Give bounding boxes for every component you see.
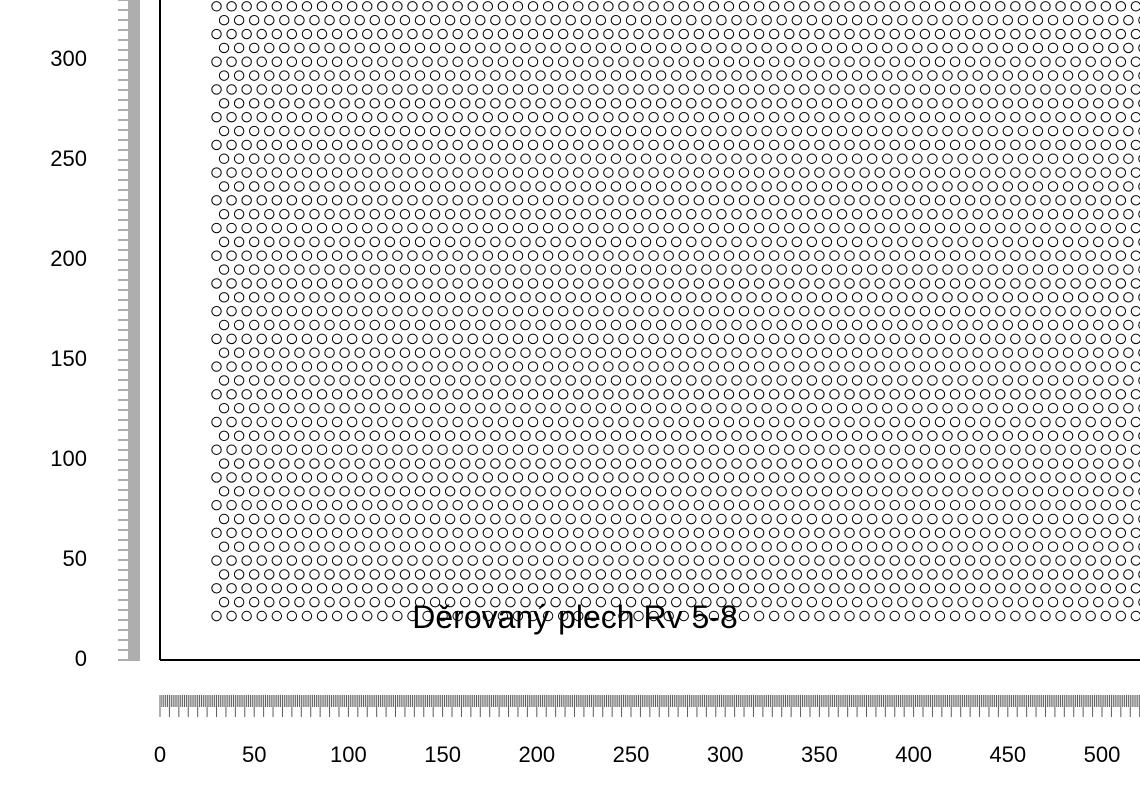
svg-text:200: 200 bbox=[50, 246, 87, 271]
svg-text:300: 300 bbox=[707, 742, 744, 767]
x-ruler bbox=[160, 695, 1140, 717]
svg-text:50: 50 bbox=[63, 546, 87, 571]
svg-text:100: 100 bbox=[50, 446, 87, 471]
svg-text:250: 250 bbox=[613, 742, 650, 767]
svg-text:250: 250 bbox=[50, 146, 87, 171]
x-axis-labels: 0 50 100 150 200 250 300 350 400 450 500 bbox=[154, 742, 1120, 767]
y-ruler bbox=[118, 0, 140, 660]
svg-text:0: 0 bbox=[75, 646, 87, 671]
svg-text:150: 150 bbox=[424, 742, 461, 767]
svg-text:350: 350 bbox=[801, 742, 838, 767]
y-axis-labels: 0 50 100 150 200 250 300 bbox=[50, 46, 87, 671]
svg-text:100: 100 bbox=[330, 742, 367, 767]
svg-text:200: 200 bbox=[518, 742, 555, 767]
svg-text:450: 450 bbox=[989, 742, 1026, 767]
diagram-stage: Děrovaný plech Rv 5-80501001502002503000… bbox=[0, 0, 1140, 806]
svg-text:0: 0 bbox=[154, 742, 166, 767]
svg-text:50: 50 bbox=[242, 742, 266, 767]
svg-text:150: 150 bbox=[50, 346, 87, 371]
diagram-svg: Děrovaný plech Rv 5-80501001502002503000… bbox=[0, 0, 1140, 806]
svg-text:300: 300 bbox=[50, 46, 87, 71]
chart-title: Děrovaný plech Rv 5-8 bbox=[412, 599, 737, 635]
perforation-pattern bbox=[212, 0, 1140, 621]
svg-text:400: 400 bbox=[895, 742, 932, 767]
svg-text:500: 500 bbox=[1084, 742, 1121, 767]
